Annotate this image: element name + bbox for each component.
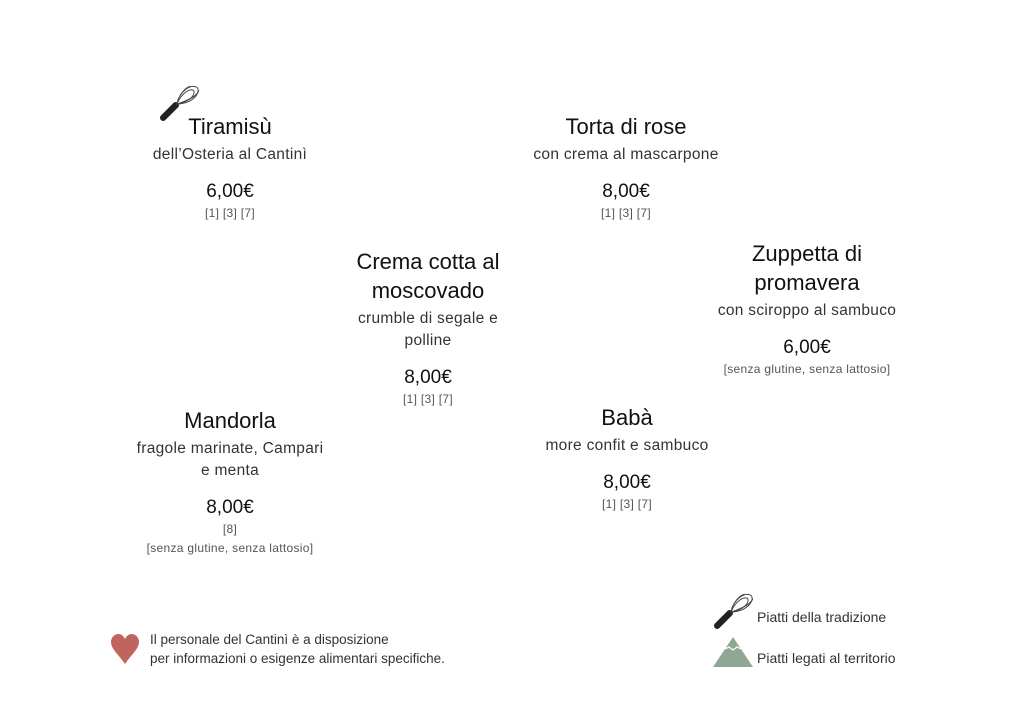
legend-label-tradizione: Piatti della tradizione: [757, 609, 887, 625]
dish-price: 8,00€: [404, 367, 452, 388]
dish-subtitle: crumble di segale e polline: [357, 310, 499, 349]
dish-allergens: [8] [senza glutine, senza lattosio]: [146, 522, 314, 555]
dish-allergens: [1] [3] [7]: [403, 392, 453, 406]
dish-subtitle: fragole marinate, Campari e menta: [136, 440, 324, 479]
dish-allergens: [1] [3] [7]: [205, 206, 255, 220]
dish-title: Babà: [601, 405, 653, 430]
dish-title: Mandorla: [184, 408, 276, 433]
dish-baba: Babà more confit e sambuco 8,00€ [1] [3]…: [497, 403, 757, 514]
legend-label-territorio: Piatti legati al territorio: [757, 650, 896, 666]
heart-icon: [111, 634, 139, 664]
dish-price: 8,00€: [602, 181, 650, 202]
dish-title: Crema cotta al moscovado: [356, 249, 500, 303]
dish-title: Tiramisù: [188, 114, 272, 139]
dish-title: Torta di rose: [565, 114, 687, 139]
dish-allergens: [senza glutine, senza lattosio]: [723, 362, 891, 376]
dish-price: 8,00€: [206, 497, 254, 518]
dish-subtitle: dell’Osteria al Cantinì: [152, 146, 308, 163]
dish-allergens: [1] [3] [7]: [601, 206, 651, 220]
dish-allergens: [1] [3] [7]: [602, 497, 652, 511]
dish-tiramisu: Tiramisù dell’Osteria al Cantinì 6,00€ […: [100, 112, 360, 223]
dish-price: 6,00€: [206, 181, 254, 202]
dish-torta-di-rose: Torta di rose con crema al mascarpone 8,…: [496, 112, 756, 223]
dish-subtitle: more confit e sambuco: [545, 437, 709, 454]
dish-subtitle: con crema al mascarpone: [533, 146, 719, 163]
dish-mandorla: Mandorla fragole marinate, Campari e men…: [100, 406, 360, 558]
dish-title: Zuppetta di promavera: [751, 241, 863, 295]
dish-subtitle: con sciroppo al sambuco: [717, 302, 897, 319]
whisk-icon: [712, 590, 756, 630]
dish-price: 6,00€: [783, 337, 831, 358]
mountain-icon: [713, 637, 753, 667]
footer-note: Il personale del Cantinì è a disposizion…: [150, 632, 445, 666]
dish-zuppetta: Zuppetta di promavera con sciroppo al sa…: [677, 239, 937, 379]
dish-crema-cotta: Crema cotta al moscovado crumble di sega…: [298, 247, 558, 409]
dish-price: 8,00€: [603, 472, 651, 493]
